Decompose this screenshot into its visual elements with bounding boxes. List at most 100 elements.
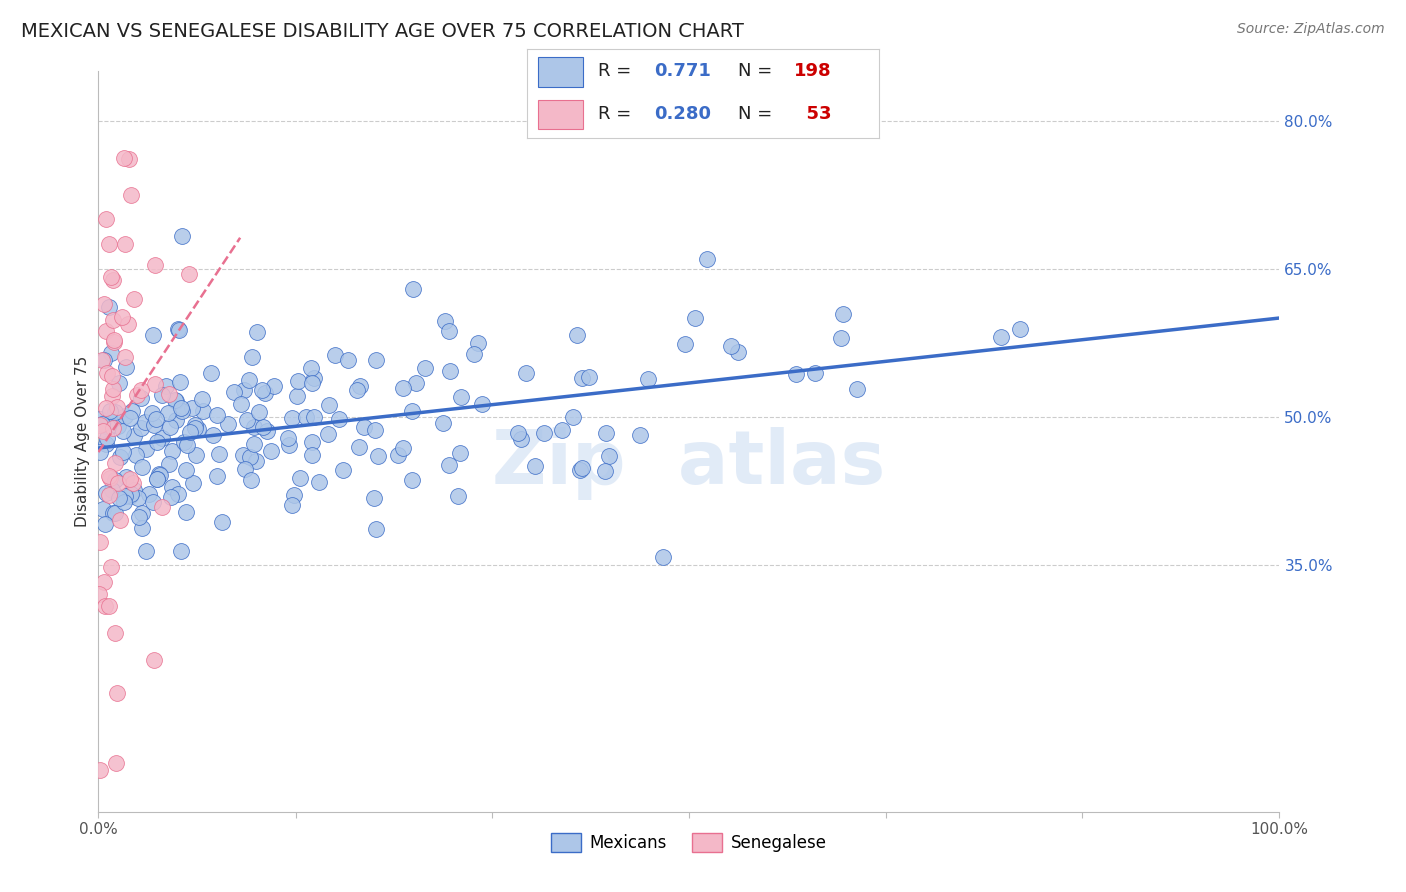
Point xyxy=(439,458,461,472)
Point xyxy=(415,360,437,375)
Point xyxy=(103,334,125,349)
Point xyxy=(156,406,179,420)
Point xyxy=(108,513,131,527)
Point xyxy=(170,544,193,558)
Point xyxy=(845,382,868,396)
Point xyxy=(299,361,322,376)
Point xyxy=(183,421,205,435)
Point xyxy=(104,405,127,419)
Point xyxy=(94,436,117,450)
Point xyxy=(316,426,339,441)
Point xyxy=(301,448,323,462)
Point xyxy=(87,587,110,601)
Point xyxy=(96,366,118,380)
Point xyxy=(150,432,173,446)
Point xyxy=(281,498,304,512)
Point xyxy=(401,404,423,418)
Text: MEXICAN VS SENEGALESE DISABILITY AGE OVER 75 CORRELATION CHART: MEXICAN VS SENEGALESE DISABILITY AGE OVE… xyxy=(21,22,744,41)
Point xyxy=(364,353,387,368)
Point xyxy=(166,322,188,336)
Point xyxy=(236,413,259,427)
Point xyxy=(720,338,742,352)
Point xyxy=(160,443,183,458)
Point xyxy=(281,410,304,425)
Point xyxy=(567,328,589,343)
Point xyxy=(240,474,263,488)
Point xyxy=(93,297,115,311)
Point xyxy=(91,424,114,438)
Legend: Mexicans, Senegalese: Mexicans, Senegalese xyxy=(544,826,834,859)
Text: R =: R = xyxy=(598,62,637,80)
Point xyxy=(101,313,124,327)
Point xyxy=(131,383,153,397)
Point xyxy=(172,229,194,244)
Point xyxy=(94,516,117,531)
Point xyxy=(89,445,111,459)
Point xyxy=(232,384,254,398)
Point xyxy=(353,420,375,434)
Point xyxy=(804,366,827,380)
Text: 53: 53 xyxy=(794,105,832,123)
Point xyxy=(238,373,260,387)
Point xyxy=(181,401,204,416)
Point xyxy=(447,489,470,503)
Point xyxy=(325,348,347,362)
Point xyxy=(103,382,125,396)
Point xyxy=(129,392,152,406)
Point xyxy=(135,442,157,457)
Point xyxy=(578,370,600,384)
Point xyxy=(364,423,387,437)
Point xyxy=(506,425,529,440)
Point xyxy=(93,574,115,589)
Point xyxy=(200,366,222,380)
Point xyxy=(98,599,121,614)
Point xyxy=(568,463,591,477)
Point xyxy=(439,363,461,377)
Point xyxy=(176,438,198,452)
Point xyxy=(288,471,311,485)
Point xyxy=(551,423,574,437)
Text: Zip  atlas: Zip atlas xyxy=(492,427,886,500)
Point xyxy=(224,384,246,399)
Point xyxy=(673,337,696,351)
Point xyxy=(285,389,308,403)
Point xyxy=(245,454,267,468)
Point xyxy=(366,522,388,536)
Point xyxy=(143,377,166,392)
Point xyxy=(332,462,354,476)
Point xyxy=(146,472,169,486)
Point xyxy=(101,273,124,287)
Point xyxy=(108,491,131,506)
Point xyxy=(141,406,163,420)
Point xyxy=(121,404,143,418)
Point xyxy=(247,405,270,419)
Point xyxy=(240,350,263,364)
Point xyxy=(107,376,129,390)
Point xyxy=(100,346,122,360)
Point xyxy=(205,409,228,423)
Point xyxy=(405,376,427,391)
Point xyxy=(120,487,142,501)
Point xyxy=(245,325,267,339)
Point xyxy=(90,353,112,368)
Point xyxy=(363,491,385,505)
Point xyxy=(103,333,125,347)
Point xyxy=(349,378,371,392)
Point xyxy=(595,426,617,441)
Point xyxy=(401,473,423,487)
Point xyxy=(104,474,127,488)
Point xyxy=(571,371,593,385)
Point xyxy=(177,268,200,282)
Point xyxy=(145,472,167,486)
Point xyxy=(128,509,150,524)
Point xyxy=(205,469,228,483)
Point xyxy=(593,464,616,478)
Point xyxy=(349,440,371,454)
Point xyxy=(149,467,172,482)
Point xyxy=(437,324,460,338)
Point xyxy=(301,434,323,449)
Point xyxy=(89,763,111,777)
Point xyxy=(243,437,266,451)
Point xyxy=(173,435,195,450)
Point xyxy=(250,384,273,398)
